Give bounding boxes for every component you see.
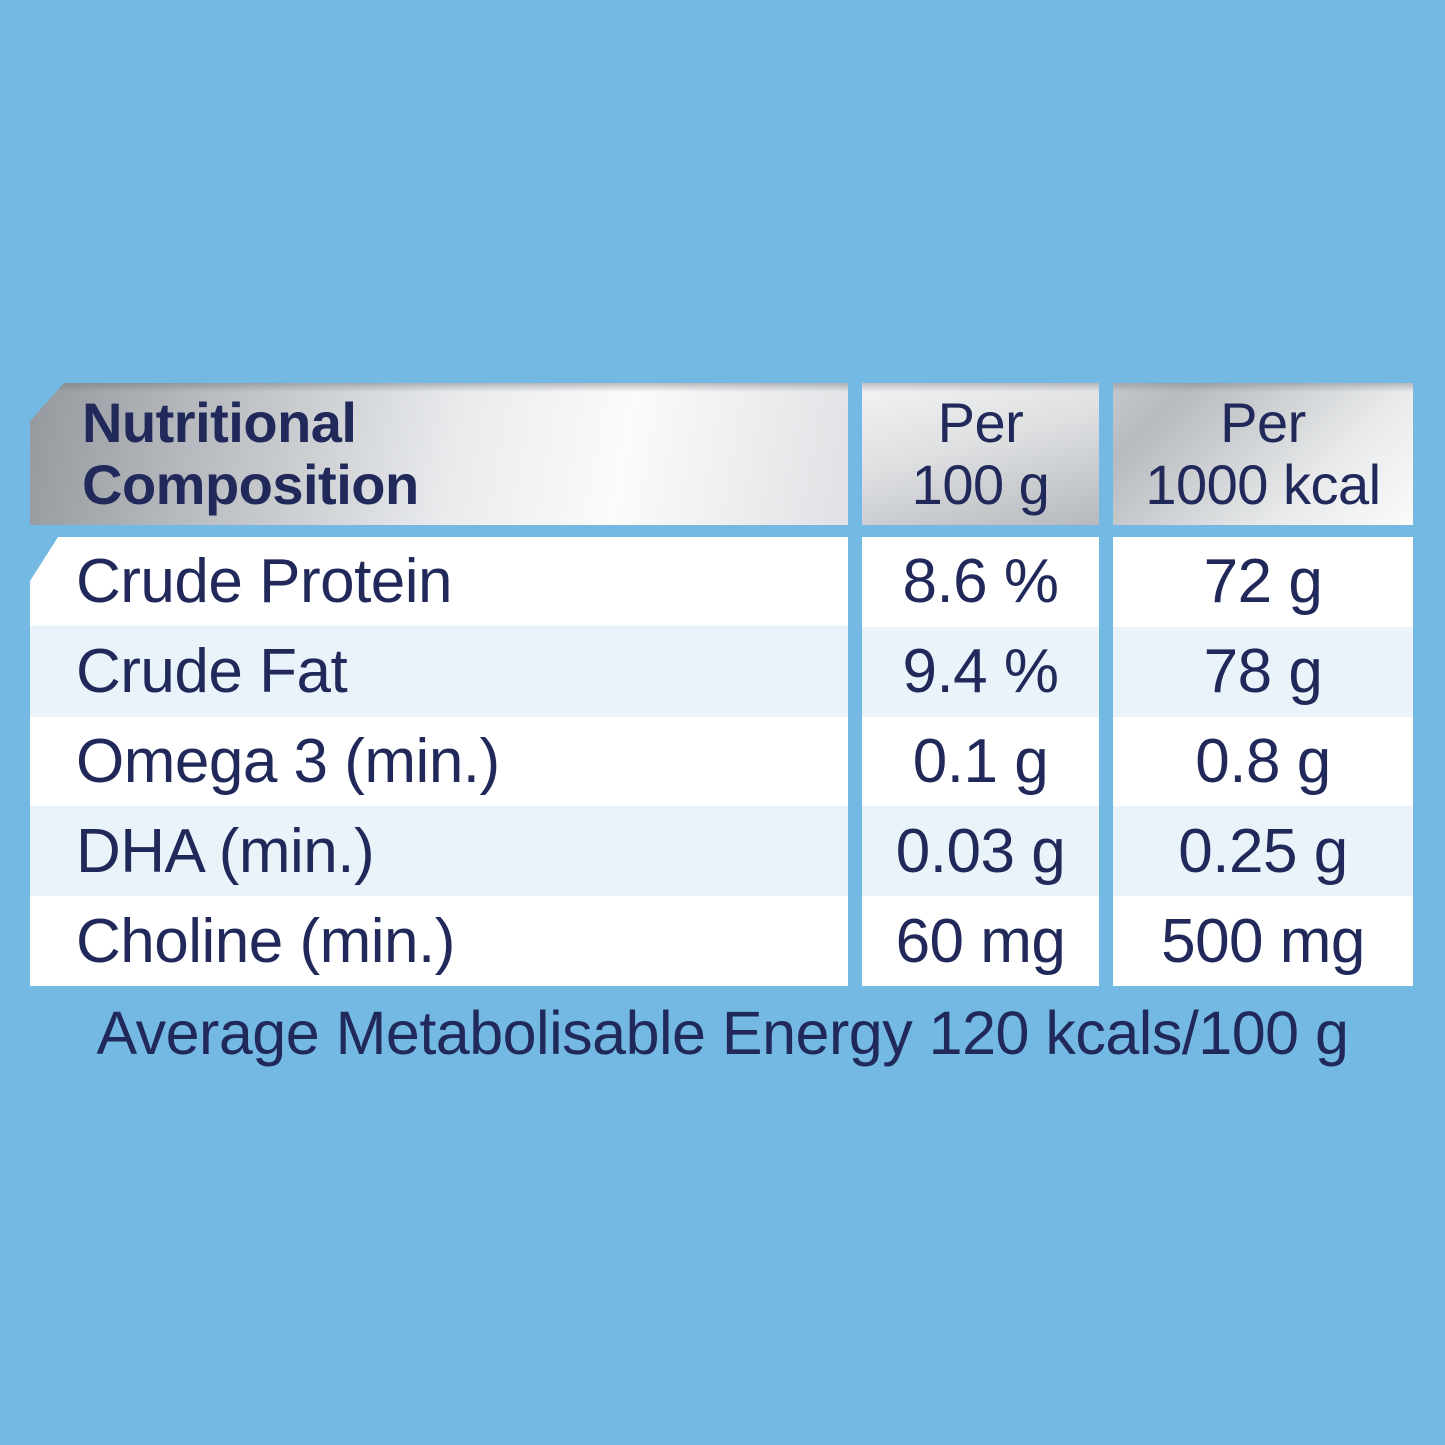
row-label: Choline (min.) bbox=[30, 896, 848, 986]
energy-note: Average Metabolisable Energy 120 kcals/1… bbox=[96, 999, 1349, 1067]
row-value-per-100g: 0.1 g bbox=[862, 716, 1099, 807]
row-value-per-100g: 9.4 % bbox=[862, 626, 1099, 717]
table-header: Nutritional Composition Per 100 g Per 10… bbox=[30, 383, 1413, 525]
row-value-per-1000kcal: 72 g bbox=[1113, 537, 1413, 627]
col-header-per-100g-line1: Per bbox=[937, 391, 1024, 454]
row-value-per-1000kcal: 78 g bbox=[1113, 626, 1413, 717]
row-label: DHA (min.) bbox=[30, 806, 848, 897]
row-value-per-100g: 60 mg bbox=[862, 896, 1099, 986]
header-title: Nutritional Composition bbox=[30, 383, 848, 525]
nutrition-table: Nutritional Composition Per 100 g Per 10… bbox=[30, 383, 1413, 986]
row-value-per-100g: 0.03 g bbox=[862, 806, 1099, 897]
col-header-per-100g-line2: 100 g bbox=[911, 453, 1050, 516]
col-header-per-100g: Per 100 g bbox=[862, 383, 1099, 525]
row-value-per-1000kcal: 0.25 g bbox=[1113, 806, 1413, 897]
row-label: Crude Protein bbox=[30, 537, 848, 627]
header-title-line1: Nutritional bbox=[82, 391, 357, 454]
row-value-per-100g: 8.6 % bbox=[862, 537, 1099, 627]
header-title-line2: Composition bbox=[82, 453, 419, 516]
col-header-per-1000kcal: Per 1000 kcal bbox=[1113, 383, 1413, 525]
row-label: Omega 3 (min.) bbox=[30, 716, 848, 807]
row-value-per-1000kcal: 0.8 g bbox=[1113, 716, 1413, 807]
row-label: Crude Fat bbox=[30, 626, 848, 717]
col-header-per-1000kcal-line1: Per bbox=[1220, 391, 1306, 454]
table-body: Crude Protein 8.6 % 72 g Crude Fat 9.4 %… bbox=[30, 537, 1413, 986]
row-value-per-1000kcal: 500 mg bbox=[1113, 896, 1413, 986]
col-header-per-1000kcal-line2: 1000 kcal bbox=[1145, 453, 1381, 516]
